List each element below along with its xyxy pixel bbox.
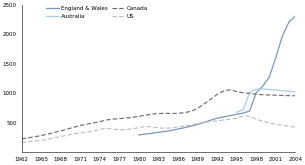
Legend: England & Wales, Australia, Canada, US: England & Wales, Australia, Canada, US bbox=[46, 6, 148, 19]
